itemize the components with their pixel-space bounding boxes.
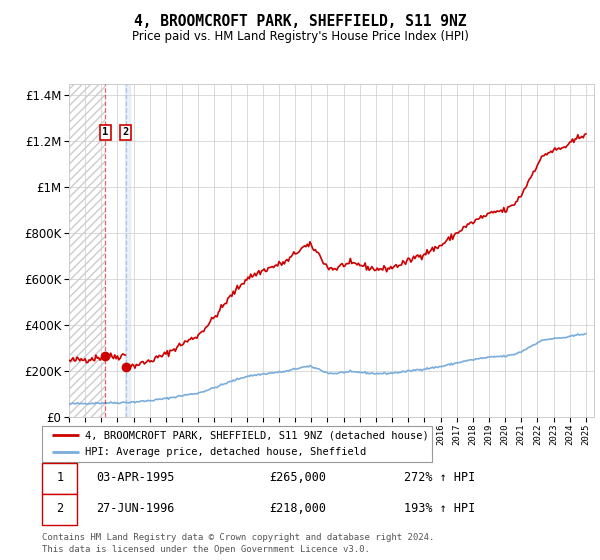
Text: Price paid vs. HM Land Registry's House Price Index (HPI): Price paid vs. HM Land Registry's House … (131, 30, 469, 43)
Text: Contains HM Land Registry data © Crown copyright and database right 2024.
This d: Contains HM Land Registry data © Crown c… (42, 533, 434, 554)
Text: £265,000: £265,000 (269, 471, 326, 484)
Text: 2: 2 (122, 127, 128, 137)
Text: 2: 2 (56, 502, 64, 515)
Text: 272% ↑ HPI: 272% ↑ HPI (404, 471, 475, 484)
Text: 1: 1 (102, 127, 109, 137)
Bar (69, 84, 106, 417)
FancyBboxPatch shape (42, 463, 77, 493)
Bar (69, 84, 106, 417)
Text: HPI: Average price, detached house, Sheffield: HPI: Average price, detached house, Shef… (85, 447, 366, 457)
Bar (125, 84, 130, 417)
Text: 4, BROOMCROFT PARK, SHEFFIELD, S11 9NZ: 4, BROOMCROFT PARK, SHEFFIELD, S11 9NZ (134, 14, 466, 29)
Text: £218,000: £218,000 (269, 502, 326, 515)
Text: 4, BROOMCROFT PARK, SHEFFIELD, S11 9NZ (detached house): 4, BROOMCROFT PARK, SHEFFIELD, S11 9NZ (… (85, 431, 428, 440)
Text: 27-JUN-1996: 27-JUN-1996 (96, 502, 175, 515)
Text: 1: 1 (56, 471, 64, 484)
Text: 193% ↑ HPI: 193% ↑ HPI (404, 502, 475, 515)
Text: 03-APR-1995: 03-APR-1995 (96, 471, 175, 484)
FancyBboxPatch shape (42, 494, 77, 525)
